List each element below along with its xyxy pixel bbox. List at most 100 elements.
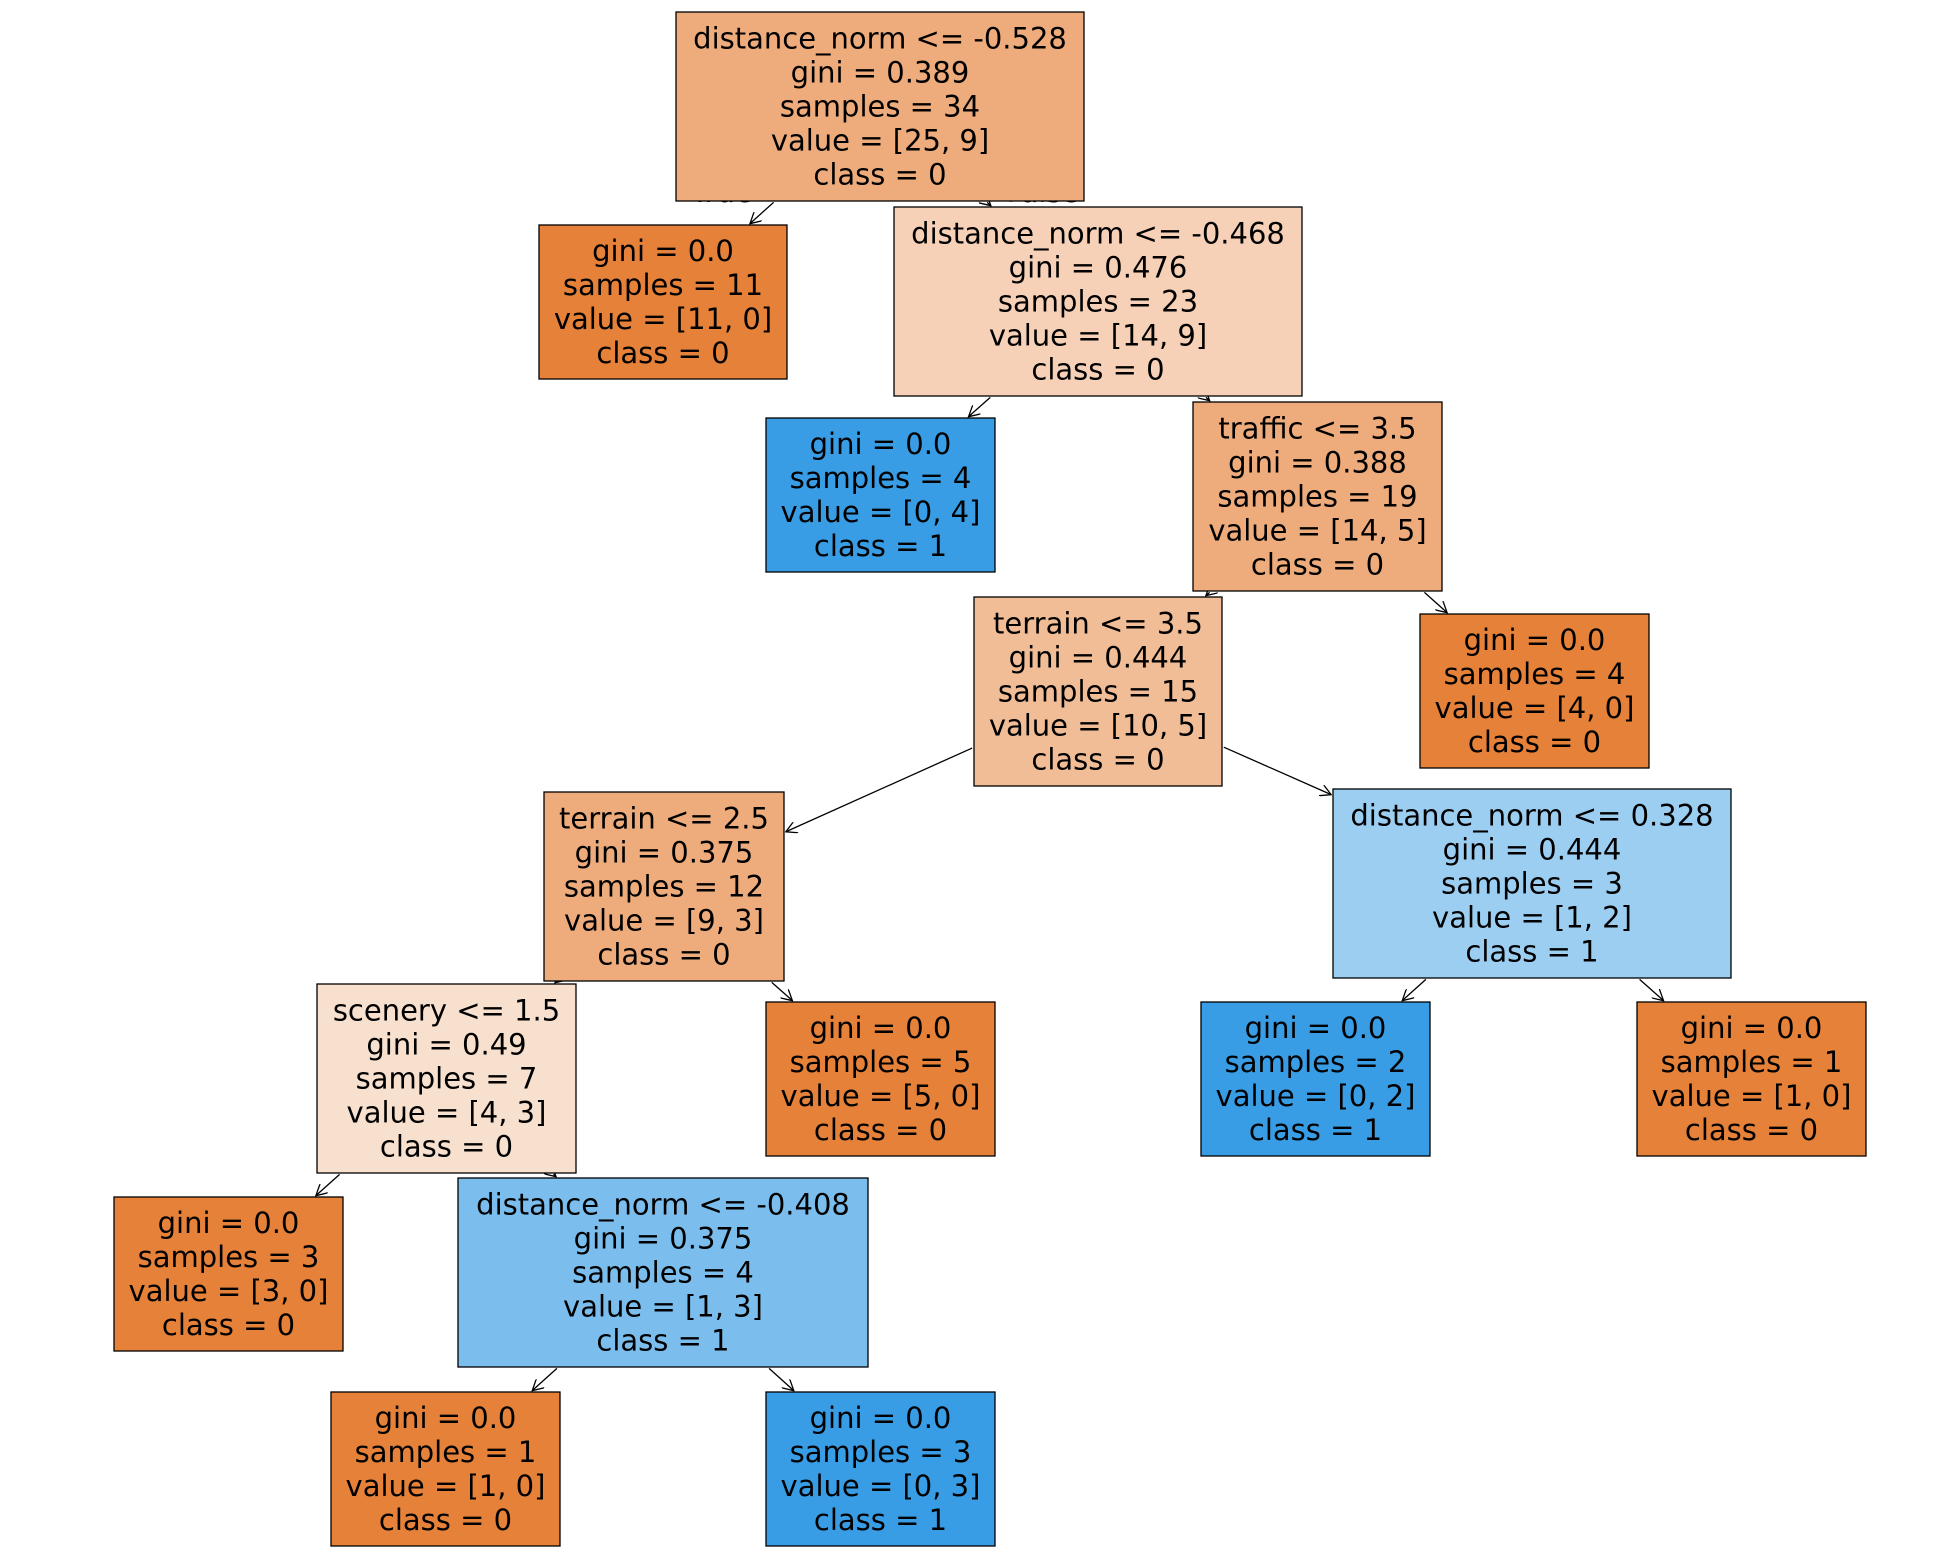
node-text-line: gini = 0.389 (791, 56, 970, 90)
node-text-line: samples = 11 (563, 268, 763, 302)
node-box (543, 791, 785, 982)
node-text-line: value = [11, 0] (554, 302, 772, 336)
node-text-line: gini = 0.444 (1443, 833, 1622, 867)
edge-n0-n2 (987, 202, 991, 205)
node-text-line: value = [3, 0] (129, 1274, 329, 1308)
node-text-line: class = 0 (596, 336, 729, 370)
node-text-line: class = 1 (596, 1324, 729, 1358)
edge-n4-n6 (1423, 591, 1447, 612)
node-text-line: gini = 0.0 (810, 1401, 952, 1435)
node-box (973, 596, 1223, 787)
node-text-line: value = [1, 3] (563, 1290, 763, 1324)
node-text-line: class = 1 (814, 1503, 947, 1537)
edge-n14-n16 (768, 1367, 794, 1390)
edge-n5-n7 (786, 747, 973, 832)
node-text-line: value = [10, 5] (989, 709, 1207, 743)
edges-layer (316, 202, 1664, 1390)
node-text-line: samples = 1 (1661, 1045, 1843, 1079)
node-text-line: distance_norm <= -0.468 (911, 217, 1285, 251)
node-text-line: gini = 0.0 (375, 1401, 517, 1435)
edge-n9-n13 (316, 1173, 341, 1195)
edge-n5-n8 (1223, 746, 1331, 794)
node-text-line: samples = 15 (998, 675, 1198, 709)
node-text-line: class = 0 (162, 1308, 295, 1342)
node-box (113, 1196, 344, 1352)
node-text-line: samples = 3 (790, 1435, 972, 1469)
node-text-line: gini = 0.375 (575, 836, 754, 870)
node-text-line: gini = 0.0 (810, 1011, 952, 1045)
node-text-line: value = [0, 4] (781, 495, 981, 529)
node-text-line: class = 0 (1685, 1113, 1818, 1147)
node-text-line: gini = 0.0 (1681, 1011, 1823, 1045)
node-text-line: scenery <= 1.5 (333, 994, 560, 1028)
node-text-line: value = [4, 3] (347, 1096, 547, 1130)
node-text-line: value = [14, 5] (1208, 514, 1426, 548)
node-text-line: class = 1 (1249, 1113, 1382, 1147)
node-text-line: gini = 0.444 (1009, 641, 1188, 675)
node-text-line: samples = 3 (1441, 867, 1623, 901)
node-box (765, 417, 996, 573)
edge-n2-n3 (969, 396, 991, 416)
edge-n7-n10 (771, 981, 793, 1000)
node-text-line: samples = 19 (1217, 480, 1417, 514)
edge-n14-n15 (532, 1367, 558, 1390)
node-text-line: class = 0 (813, 158, 946, 192)
node-text-line: value = [4, 0] (1435, 691, 1635, 725)
node-box (457, 1177, 869, 1368)
node-text-line: class = 0 (1468, 725, 1601, 759)
edge-n8-n12 (1639, 978, 1664, 1000)
node-text-line: value = [14, 9] (989, 319, 1207, 353)
node-text-line: samples = 4 (790, 461, 972, 495)
node-text-line: class = 0 (814, 1113, 947, 1147)
node-text-line: distance_norm <= -0.408 (476, 1188, 850, 1222)
node-box (330, 1391, 561, 1547)
node-text-line: class = 0 (1031, 353, 1164, 387)
node-text-line: class = 1 (814, 529, 947, 563)
node-text-line: gini = 0.0 (1464, 623, 1606, 657)
node-text-line: samples = 23 (998, 285, 1198, 319)
node-text-line: samples = 4 (1444, 657, 1626, 691)
node-text-line: terrain <= 2.5 (559, 802, 769, 836)
node-text-line: class = 0 (1251, 548, 1384, 582)
node-text-line: distance_norm <= 0.328 (1350, 799, 1713, 833)
node-text-line: gini = 0.49 (366, 1028, 526, 1062)
edge-n8-n11 (1402, 978, 1427, 1000)
edge-n0-n1 (750, 201, 775, 223)
node-text-line: samples = 5 (790, 1045, 972, 1079)
node-text-line: samples = 12 (564, 870, 764, 904)
node-text-line: samples = 4 (572, 1256, 754, 1290)
node-box (765, 1001, 996, 1157)
node-text-line: terrain <= 3.5 (993, 607, 1203, 641)
node-text-line: traffic <= 3.5 (1218, 412, 1416, 446)
node-box (316, 983, 577, 1174)
node-text-line: samples = 1 (355, 1435, 537, 1469)
node-box (893, 206, 1303, 397)
node-text-line: class = 0 (380, 1130, 513, 1164)
node-text-line: class = 0 (1031, 743, 1164, 777)
node-box (675, 11, 1085, 202)
node-box (1192, 401, 1443, 592)
edge-n2-n4 (1206, 397, 1210, 400)
node-text-line: value = [0, 3] (781, 1469, 981, 1503)
node-text-line: gini = 0.0 (810, 427, 952, 461)
node-text-line: gini = 0.0 (158, 1206, 300, 1240)
node-box (1332, 788, 1732, 979)
node-text-line: value = [1, 0] (346, 1469, 546, 1503)
node-text-line: samples = 7 (356, 1062, 538, 1096)
node-text-line: value = [25, 9] (771, 124, 989, 158)
node-box (1200, 1001, 1431, 1157)
